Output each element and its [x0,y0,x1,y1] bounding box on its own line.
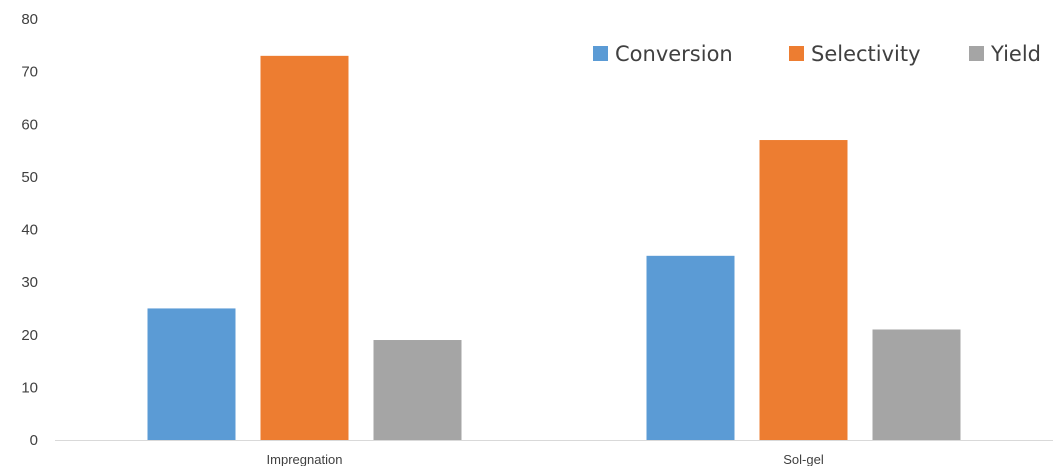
legend-swatch-yield [969,46,984,61]
y-tick-label: 60 [21,116,38,133]
bar-yield-sol-gel [872,329,961,440]
y-tick-label: 40 [21,222,38,239]
bar-conversion-sol-gel [646,255,735,440]
legend-swatch-conversion [593,46,608,61]
bar-conversion-impregnation [147,308,236,440]
y-tick-label: 50 [21,169,38,186]
y-tick-label: 20 [21,327,38,344]
legend: Conversion Selectivity Yield [593,42,1041,66]
bar-selectivity-sol-gel [759,140,848,440]
legend-swatch-selectivity [789,46,804,61]
legend-label-selectivity: Selectivity [811,42,921,66]
y-tick-label: 70 [21,64,38,81]
x-axis: Impregnation Sol-gel [55,440,1053,466]
y-tick-label: 10 [21,379,38,396]
bar-yield-impregnation [373,340,462,440]
x-category-label: Sol-gel [783,452,824,466]
y-tick-label: 30 [21,274,38,291]
y-tick-label: 0 [30,432,38,449]
x-category-label: Impregnation [267,452,343,466]
y-tick-label: 80 [21,11,38,28]
legend-label-yield: Yield [990,42,1041,66]
bars [147,55,961,441]
legend-label-conversion: Conversion [615,42,733,66]
y-axis: 0 10 20 30 40 50 60 70 80 [21,11,38,449]
bar-selectivity-impregnation [260,55,349,441]
